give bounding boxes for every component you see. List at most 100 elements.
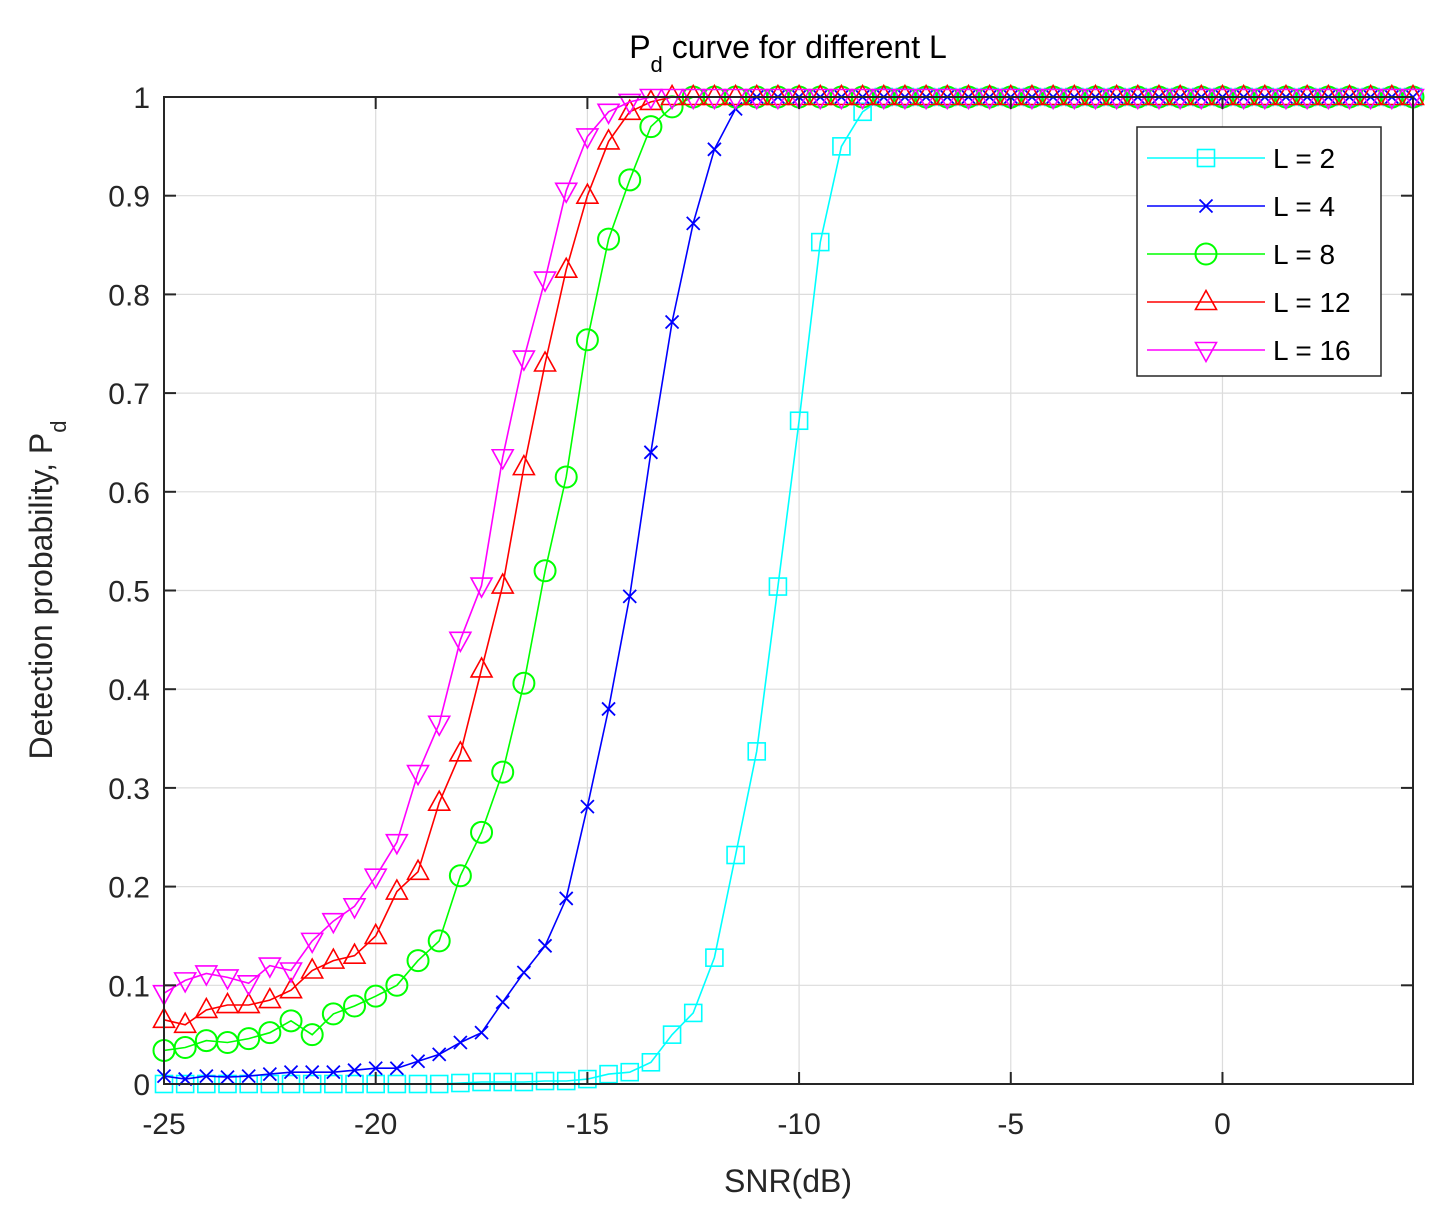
data-point — [173, 1035, 197, 1059]
y-tick-label: 1 — [133, 82, 150, 115]
legend-marker — [1194, 242, 1218, 266]
data-point — [977, 88, 1002, 111]
data-point — [321, 912, 346, 935]
data-point — [321, 947, 346, 969]
data-point — [702, 83, 727, 106]
data-point — [472, 1072, 491, 1092]
data-point — [495, 994, 510, 1010]
data-point — [385, 973, 409, 997]
data-point — [1104, 88, 1129, 111]
data-point — [1020, 88, 1044, 111]
data-point — [533, 559, 557, 583]
data-point — [533, 271, 557, 293]
data-point — [726, 845, 745, 865]
data-point — [829, 88, 854, 111]
data-point — [596, 103, 621, 125]
data-point — [342, 898, 367, 920]
x-tick-label: -25 — [142, 1108, 185, 1141]
data-point — [1379, 83, 1404, 106]
data-point — [617, 98, 642, 121]
data-point — [1041, 88, 1065, 111]
data-point — [385, 833, 409, 856]
data-point — [173, 1011, 198, 1034]
data-point — [744, 88, 769, 111]
data-point — [723, 88, 748, 111]
data-point — [766, 88, 790, 111]
data-point — [432, 1047, 447, 1062]
data-point — [364, 984, 388, 1008]
data-point — [664, 314, 680, 330]
legend-marker — [1196, 148, 1216, 168]
data-point — [1125, 83, 1150, 106]
data-point — [1337, 83, 1362, 106]
data-point — [237, 1027, 261, 1051]
data-point — [535, 1071, 555, 1091]
x-tick-label: 0 — [1214, 1108, 1231, 1141]
data-point — [789, 411, 809, 431]
data-point — [1083, 88, 1108, 111]
data-point — [871, 88, 896, 111]
chart-title-main: P — [629, 29, 650, 65]
data-point — [575, 182, 600, 204]
legend-entry: L = 8 — [1147, 239, 1335, 270]
data-point — [279, 977, 303, 999]
data-point — [363, 868, 388, 890]
data-point — [363, 922, 388, 945]
data-point — [215, 969, 240, 991]
data-point — [1274, 83, 1298, 106]
y-tick-label: 0.4 — [108, 674, 150, 707]
data-point — [1189, 88, 1214, 111]
data-point — [321, 1002, 345, 1026]
data-point — [342, 942, 367, 964]
data-point — [493, 1072, 513, 1092]
data-point — [236, 991, 261, 1014]
data-point — [681, 83, 706, 106]
data-point — [893, 88, 917, 111]
data-point — [305, 1065, 320, 1080]
data-point — [580, 799, 595, 814]
data-point — [596, 128, 621, 150]
data-point — [194, 965, 219, 987]
data-point — [1401, 88, 1425, 111]
data-point — [406, 764, 430, 787]
data-point — [998, 88, 1023, 111]
data-point — [1020, 83, 1044, 106]
data-point — [300, 957, 325, 979]
data-point — [683, 1003, 703, 1023]
data-point — [1147, 83, 1171, 106]
data-point — [622, 589, 637, 604]
data-point — [215, 991, 240, 1014]
data-point — [537, 938, 553, 953]
y-tick-label: 0.1 — [108, 970, 150, 1003]
data-point — [1274, 88, 1298, 111]
data-point — [660, 83, 684, 106]
data-point — [491, 760, 515, 784]
data-point — [514, 1072, 534, 1092]
legend-label: L = 2 — [1273, 143, 1335, 174]
data-point — [257, 957, 282, 979]
data-point — [1358, 88, 1383, 111]
legend-label: L = 12 — [1273, 287, 1351, 318]
data-point — [1358, 83, 1383, 106]
data-point — [559, 891, 574, 906]
data-point — [1062, 88, 1087, 111]
data-point — [871, 83, 896, 106]
data-point — [723, 83, 748, 106]
data-point — [1125, 88, 1150, 111]
data-point — [956, 83, 981, 106]
data-point — [448, 740, 473, 762]
y-axis-label-subscript: d — [46, 421, 71, 433]
data-point — [681, 88, 706, 111]
data-point — [279, 962, 303, 984]
legend-label: L = 16 — [1273, 335, 1351, 366]
data-point — [470, 820, 494, 844]
data-point — [1041, 83, 1065, 106]
legend-marker — [1194, 288, 1218, 311]
chart-title-suffix: curve for different L — [663, 29, 947, 65]
data-point — [283, 1065, 299, 1080]
data-point — [575, 328, 599, 352]
legend-marker — [1194, 341, 1218, 364]
data-point — [1168, 88, 1192, 111]
data-point — [641, 1052, 661, 1072]
data-point — [453, 1035, 468, 1050]
